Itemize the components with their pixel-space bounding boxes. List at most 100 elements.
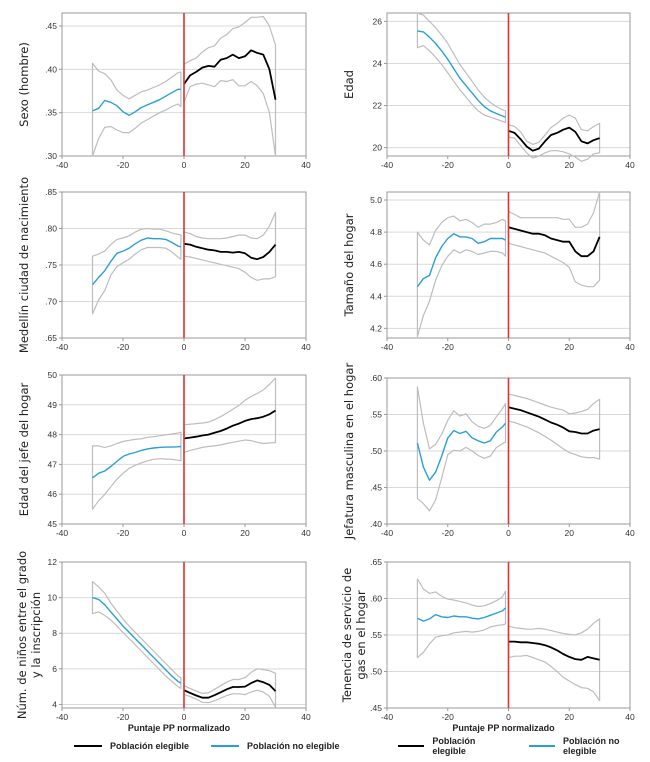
x-tick-label: 20 xyxy=(565,160,575,170)
x-tick-label: 20 xyxy=(240,528,250,538)
x-tick-label: 0 xyxy=(506,342,511,352)
x-tick-label: 0 xyxy=(506,712,511,722)
series-line-non-eligible xyxy=(91,237,182,286)
series-line-non-eligible xyxy=(417,30,506,118)
series-line-non-eligible xyxy=(416,232,506,288)
series-line-eligible xyxy=(183,242,277,261)
y-tick-label: .50 xyxy=(370,446,382,456)
x-tick-label: -20 xyxy=(117,712,130,722)
legend-label-eligible: Población elegible xyxy=(110,741,190,751)
x-tick-label: 20 xyxy=(565,342,575,352)
x-tick-label: 40 xyxy=(625,342,635,352)
ci-band-eligible xyxy=(507,393,601,460)
x-tick-label: 20 xyxy=(565,712,575,722)
ci-band-non-eligible xyxy=(91,431,182,510)
y-tick-label: 47 xyxy=(48,459,58,469)
y-axis-label-line: gas en el hogar xyxy=(354,590,368,680)
ci-band-non-eligible xyxy=(416,386,507,512)
y-tick-label: .45 xyxy=(370,483,382,493)
y-tick-label: .45 xyxy=(45,21,57,31)
y-tick-label: .55 xyxy=(370,630,382,640)
ci-band-eligible xyxy=(183,377,277,454)
y-tick-label: .65 xyxy=(45,333,57,343)
chart-panel-8: .45 .50 .55 .60 .65 -40 -20 0 20 40 Tenencia de se… xyxy=(340,557,635,733)
y-axis-label: Tamaño del hogar xyxy=(342,213,356,317)
series-line-non-eligible xyxy=(417,607,506,622)
y-tick-label: 4.4 xyxy=(370,291,382,301)
series-line-non-eligible xyxy=(92,445,181,479)
y-axis-label-line: Tamaño del hogar xyxy=(342,213,356,317)
series-line-non-eligible xyxy=(92,596,182,684)
x-tick-label: 0 xyxy=(182,712,187,722)
y-tick-label: 4.6 xyxy=(370,259,382,269)
series-line-eligible xyxy=(183,49,277,100)
ci-band-non-eligible xyxy=(91,62,182,157)
y-tick-label: .55 xyxy=(370,410,382,420)
legend-label-non-eligible: Población no elegible xyxy=(247,741,340,751)
y-tick-label: 4 xyxy=(52,699,57,709)
y-tick-label: 50 xyxy=(48,370,58,380)
y-tick-label: .45 xyxy=(370,703,382,713)
x-tick-label: 20 xyxy=(240,712,250,722)
y-axis-label-line: y la inscripción xyxy=(29,592,43,678)
x-tick-label: 40 xyxy=(301,712,311,722)
y-axis-label: Núm. de niños entre el gradoy la inscrip… xyxy=(15,551,43,719)
x-tick-label: -40 xyxy=(56,160,69,170)
series-line-non-eligible xyxy=(92,88,181,117)
y-tick-label: 24 xyxy=(373,58,383,68)
chart-panel-1: .30 .35 .40 .45 -40 -20 0 20 40 Sexo (hombre) xyxy=(17,12,311,170)
ci-band-eligible xyxy=(183,211,277,281)
x-tick-label: 20 xyxy=(240,160,250,170)
x-tick-label: -40 xyxy=(381,342,394,352)
x-tick-label: -40 xyxy=(381,160,394,170)
series-line-eligible xyxy=(508,126,600,152)
legend-swatch-eligible xyxy=(74,745,102,747)
y-tick-label: .85 xyxy=(45,187,57,197)
y-tick-label: 48 xyxy=(48,430,58,440)
x-tick-label: 0 xyxy=(506,160,511,170)
y-axis-label: Sexo (hombre) xyxy=(17,42,31,127)
y-tick-label: .30 xyxy=(45,151,57,161)
x-tick-label: 40 xyxy=(625,712,635,722)
y-axis-label: Jefatura masculina en el hogar xyxy=(342,363,356,541)
x-tick-label: -40 xyxy=(56,712,69,722)
series-line-eligible xyxy=(508,640,600,661)
y-axis-label-line: Tenencia de servicio de xyxy=(340,568,354,703)
x-tick-label: 0 xyxy=(182,528,187,538)
y-tick-label: .65 xyxy=(370,557,382,567)
x-tick-label: -20 xyxy=(117,528,130,538)
chart-panel-7: 4 6 8 10 12 -40 -20 0 20 40 Núm. de niños entre el… xyxy=(15,551,311,733)
y-tick-label: 26 xyxy=(373,16,383,26)
x-tick-label: 40 xyxy=(301,528,311,538)
y-tick-label: 4.8 xyxy=(370,227,382,237)
chart-panel-2: 20 22 24 26 -40 -20 0 20 40 Edad xyxy=(342,12,635,170)
legend-label-non-eligible: Población no elegible xyxy=(562,736,620,756)
y-axis-label-line: Sexo (hombre) xyxy=(17,42,31,127)
series-line-non-eligible xyxy=(416,422,507,481)
x-tick-label: -20 xyxy=(117,160,130,170)
ci-band-eligible xyxy=(183,15,277,157)
y-tick-label: 45 xyxy=(48,519,58,529)
y-tick-label: 49 xyxy=(48,400,58,410)
chart-panel-4: 4.2 4.4 4.6 4.8 5.0 -40 -20 0 20 40 Tamaño del hog… xyxy=(342,191,635,352)
series-line-eligible xyxy=(183,409,276,440)
ci-band-non-eligible xyxy=(416,12,507,124)
y-axis-label-line: Núm. de niños entre el grado xyxy=(15,551,29,719)
y-tick-label: 4.2 xyxy=(370,323,382,333)
chart-panel-3: .65 .70 .75 .80 .85 -40 -20 0 20 40 Medellín ciuda… xyxy=(17,177,311,353)
y-axis-label-line: Edad del jefe del hogar xyxy=(17,382,31,516)
ci-band-non-eligible xyxy=(416,215,507,337)
legend-right: Población elegible Población no elegible xyxy=(398,736,650,756)
legend-swatch-eligible xyxy=(398,745,425,747)
y-tick-label: 22 xyxy=(373,101,383,111)
series-line-eligible xyxy=(508,226,601,258)
y-tick-label: .60 xyxy=(370,594,382,604)
series-line-eligible xyxy=(508,406,600,435)
chart-panel-5: 45 46 47 48 49 50 -40 -20 0 20 40 Edad del jefe del… xyxy=(17,370,311,538)
ci-band-eligible xyxy=(507,191,601,288)
y-axis-label: Tenencia de servicio degas en el hogar xyxy=(340,568,368,703)
y-tick-label: .40 xyxy=(370,519,382,529)
y-tick-label: 6 xyxy=(52,664,57,674)
ci-band-eligible xyxy=(183,668,277,708)
